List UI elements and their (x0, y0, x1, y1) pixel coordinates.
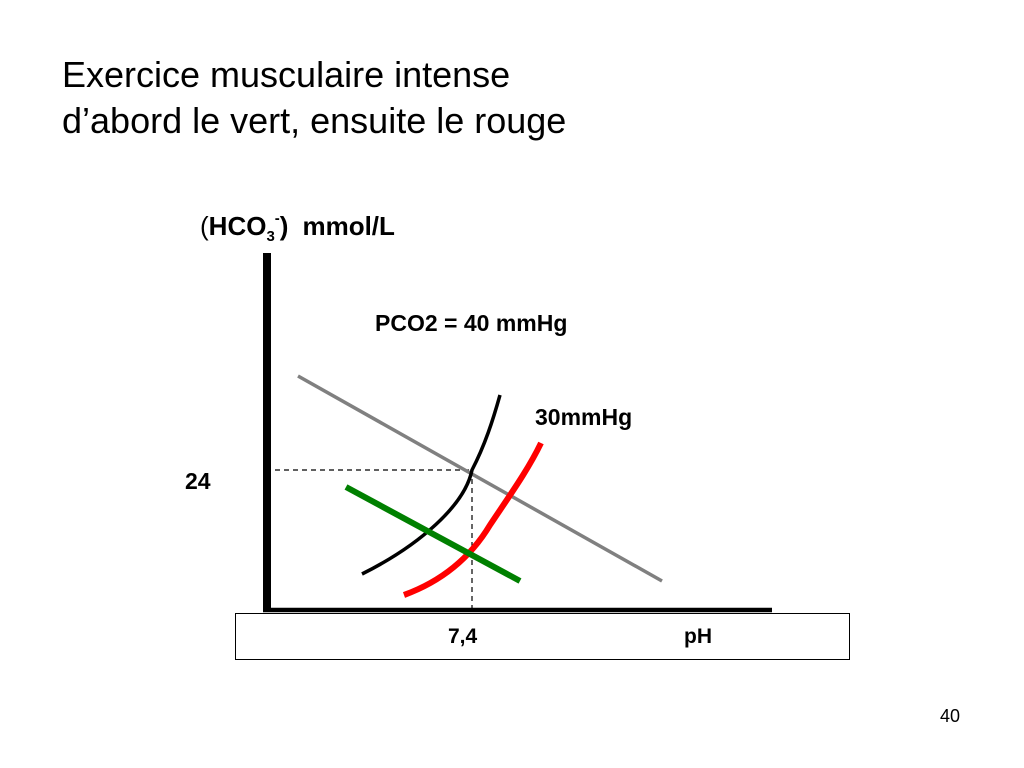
y-axis-unit: mmol/L (302, 211, 395, 241)
pco2-40-label: PCO2 = 40 mmHg (375, 310, 568, 336)
page-number: 40 (940, 706, 961, 726)
y-axis-label: (HCO3-) mmol/L (200, 210, 395, 245)
y-axis-open-paren: ( (200, 211, 209, 241)
isobar-30-curve (402, 441, 544, 598)
y-tick-24: 24 (185, 468, 211, 494)
green-line (344, 484, 522, 584)
slide-title: Exercice musculaire intense d’abord le v… (62, 52, 566, 144)
title-line-2: d’abord le vert, ensuite le rouge (62, 100, 567, 141)
title-line-1: Exercice musculaire intense (62, 54, 511, 95)
x-tick-7-4: 7,4 (448, 625, 478, 648)
y-axis-species: HCO (208, 211, 267, 241)
y-axis-superscript: - (274, 210, 280, 227)
isobar-40-curve (361, 394, 502, 576)
x-axis-label: pH (684, 625, 712, 648)
pco2-30-label: 30mmHg (535, 404, 633, 430)
x-axis-label-box (235, 613, 850, 660)
y-axis-close-paren: ) (279, 211, 289, 241)
buffer-line (297, 374, 663, 583)
y-axis-subscript: 3 (266, 228, 275, 245)
